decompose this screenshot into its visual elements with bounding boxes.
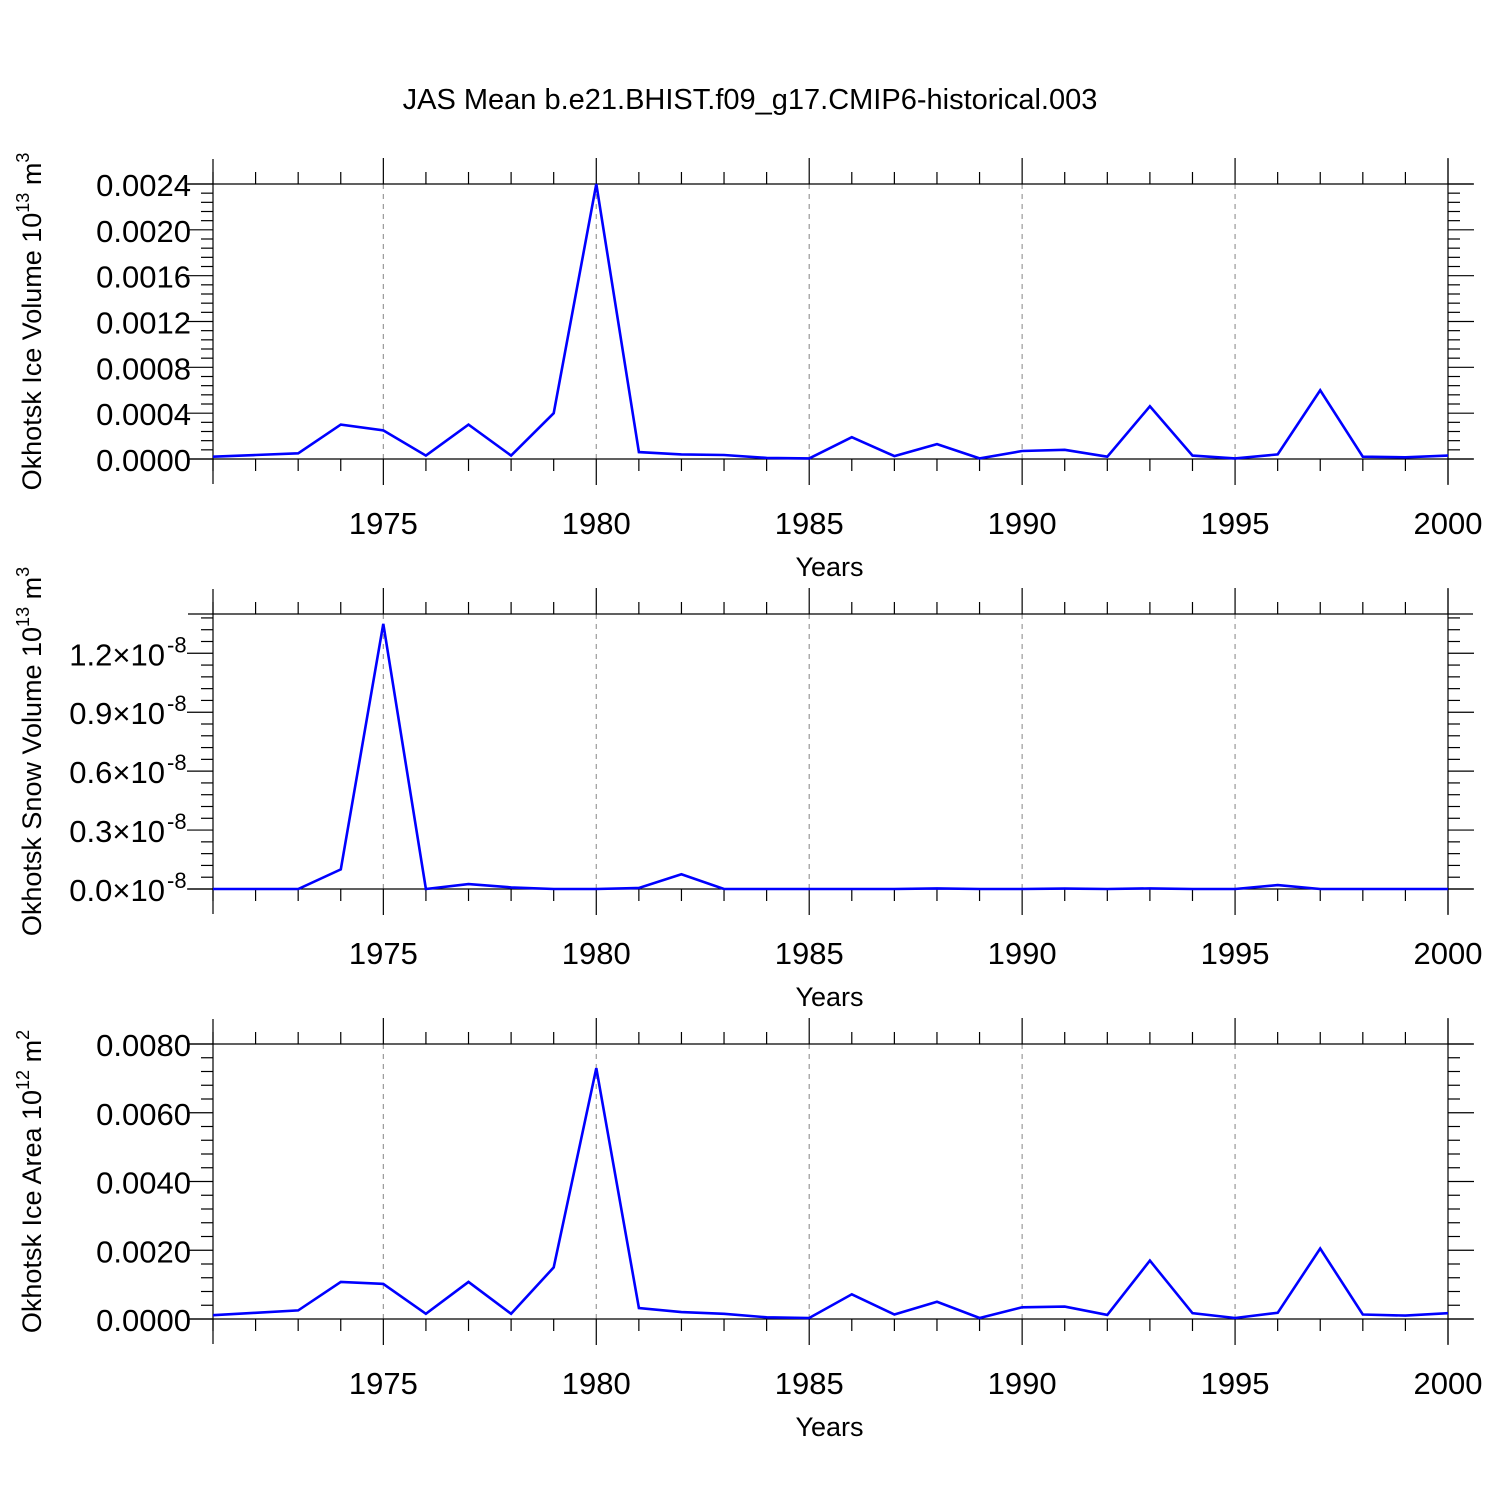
y-axis-label: Okhotsk Ice Volume 1013 m3 — [13, 153, 47, 491]
y-tick-label: 0.0080 — [96, 1028, 191, 1063]
x-tick-label-1980: 1980 — [562, 936, 631, 971]
x-tick-label-1995: 1995 — [1201, 506, 1270, 541]
y-tick-times: ×10 — [112, 814, 165, 849]
y-axis-label-unit-exponent: 3 — [13, 153, 33, 163]
y-tick-label: 0.0000 — [96, 1303, 191, 1338]
y-tick-mantissa: 1.2 — [69, 637, 112, 672]
series-line-1 — [213, 623, 1448, 891]
y-tick-times: ×10 — [112, 755, 165, 790]
x-tick-label-1975: 1975 — [349, 936, 418, 971]
y-tick-label: 0.0060 — [96, 1097, 191, 1132]
y-tick-mantissa: 0.9 — [69, 696, 112, 731]
y-axis-label-unit-exponent: 3 — [13, 567, 33, 577]
y-axis-label-text: Okhotsk Ice Area 10 — [17, 1090, 47, 1333]
y-tick-exponent: -8 — [167, 750, 187, 775]
x-axis-label: Years — [795, 1412, 863, 1442]
y-tick-exponent: -8 — [167, 868, 187, 893]
x-tick-label-1995: 1995 — [1201, 936, 1270, 971]
panels: 1975 1980 1985 1990 1995 2000 Years 0.0000 0.000… — [13, 153, 1482, 1442]
series-line-1 — [212, 1067, 1449, 1320]
y-axis-label: Okhotsk Ice Area 1012 m2 — [13, 1030, 47, 1333]
y-tick-mantissa: 0.3 — [69, 814, 112, 849]
y-tick-label: 0.6×10 — [69, 755, 165, 790]
y-axis-label-text: Okhotsk Ice Volume 10 — [17, 213, 47, 491]
x-tick-label-1985: 1985 — [775, 1366, 844, 1401]
figure-title: JAS Mean b.e21.BHIST.f09_g17.CMIP6-histo… — [403, 84, 1098, 116]
x-axis-label: Years — [795, 552, 863, 582]
y-tick-label: 0.0008 — [96, 351, 191, 386]
y-tick-mantissa: 0.0 — [69, 873, 112, 908]
x-tick-label-1975: 1975 — [349, 506, 418, 541]
x-tick-label-1975: 1975 — [349, 1366, 418, 1401]
y-axis-label-unit: m — [17, 577, 47, 607]
y-tick-mantissa: 0.6 — [69, 755, 112, 790]
y-axis-label-unit-exponent: 2 — [13, 1030, 33, 1040]
y-tick-label: 0.3×10 — [69, 814, 165, 849]
y-axis-label-unit: m — [17, 1040, 47, 1070]
y-tick-times: ×10 — [112, 637, 165, 672]
x-tick-label-1980: 1980 — [562, 1366, 631, 1401]
y-tick-label: 0.0040 — [96, 1166, 191, 1201]
y-tick-label: 0.9×10 — [69, 696, 165, 731]
y-axis-label-unit: m — [17, 163, 47, 193]
y-tick-label: 0.0016 — [96, 260, 191, 295]
x-axis-label: Years — [795, 982, 863, 1012]
y-axis-label-exponent: 12 — [13, 1070, 33, 1090]
y-tick-label: 0.0000 — [96, 443, 191, 478]
x-tick-label-1980: 1980 — [562, 506, 631, 541]
y-axis-label-exponent: 13 — [13, 193, 33, 213]
x-tick-label-1985: 1985 — [775, 506, 844, 541]
chart-panel-1: 1975 1980 1985 1990 1995 2000 Years 0.0000 0.000… — [13, 153, 1482, 582]
y-tick-label: 0.0004 — [96, 397, 191, 432]
x-tick-label-2000: 2000 — [1414, 936, 1483, 971]
x-tick-label-1990: 1990 — [988, 936, 1057, 971]
y-tick-label: 0.0020 — [96, 1234, 191, 1269]
x-tick-label-1985: 1985 — [775, 936, 844, 971]
y-tick-label: 0.0×10 — [69, 873, 165, 908]
y-tick-label: 0.0024 — [96, 168, 191, 203]
y-tick-label: 0.0020 — [96, 214, 191, 249]
chart-panel-3: 1975 1980 1985 1990 1995 2000 Years 0.0000 0.002… — [13, 1018, 1482, 1442]
y-axis-label: Okhotsk Snow Volume 1013 m3 — [13, 567, 47, 936]
x-tick-label-1995: 1995 — [1201, 1366, 1270, 1401]
series-line-1 — [212, 183, 1449, 460]
y-axis-label-text: Okhotsk Snow Volume 10 — [17, 627, 47, 936]
y-tick-times: ×10 — [112, 696, 165, 731]
y-tick-exponent: -8 — [167, 632, 187, 657]
y-tick-exponent: -8 — [167, 809, 187, 834]
y-tick-exponent: -8 — [167, 691, 187, 716]
y-tick-times: ×10 — [112, 873, 165, 908]
x-tick-label-2000: 2000 — [1414, 506, 1483, 541]
x-tick-label-1990: 1990 — [988, 506, 1057, 541]
x-tick-label-2000: 2000 — [1414, 1366, 1483, 1401]
x-tick-label-1990: 1990 — [988, 1366, 1057, 1401]
y-tick-label: 1.2×10 — [69, 637, 165, 672]
y-tick-label: 0.0012 — [96, 306, 191, 341]
y-axis-label-exponent: 13 — [13, 607, 33, 627]
